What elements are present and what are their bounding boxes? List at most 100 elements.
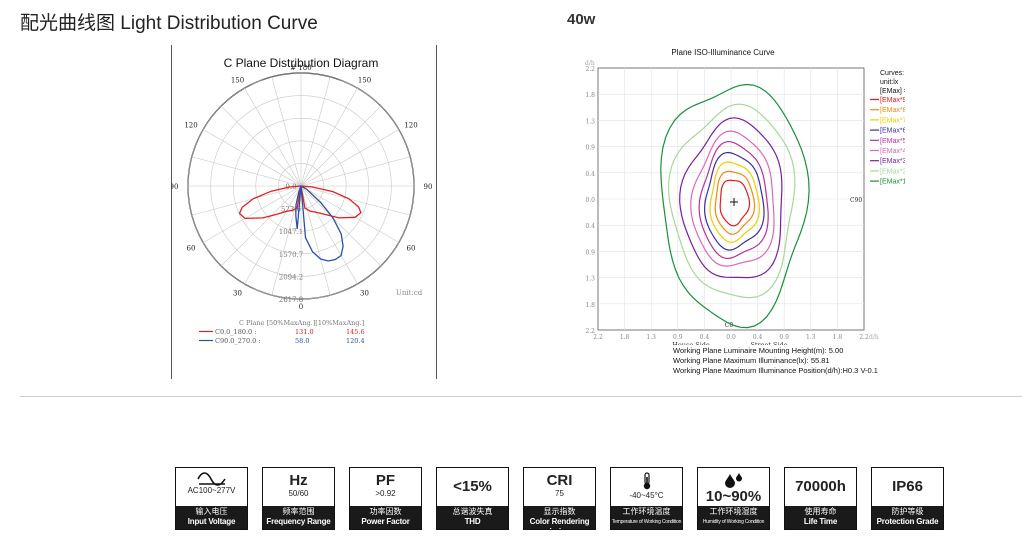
iso-contour bbox=[714, 170, 756, 235]
polar-spoke bbox=[300, 76, 331, 187]
spec-caption: 工作环境温度 Temperature of Working Condition bbox=[611, 506, 682, 529]
sine-wave-icon bbox=[176, 472, 247, 486]
iso-legend-entry: [EMax*40%]=22.326 bbox=[880, 148, 905, 155]
polar-panel bbox=[171, 45, 437, 379]
polar-spoke bbox=[244, 87, 302, 187]
spec-frequency: Hz 50/60 频率范围 Frequency Range bbox=[262, 467, 335, 530]
iso-legend-entry: [EMax*10%]=5.581 bbox=[880, 179, 905, 186]
polar-ring bbox=[255, 140, 347, 232]
iso-c90-label: C90 bbox=[850, 197, 862, 204]
spec-caption: 总谐波失真 THD bbox=[437, 506, 508, 529]
polar-angle-label: 30 bbox=[360, 290, 369, 298]
polar-angle-label: 60 bbox=[407, 245, 416, 253]
spec-caption-cn: 使用寿命 bbox=[804, 507, 837, 516]
spec-caption-en: Input Voltage bbox=[187, 517, 236, 526]
iso-house-side: House Side bbox=[672, 341, 710, 345]
spec-caption-en: Protection Grade bbox=[876, 517, 939, 526]
polar-legend-50: 58.0 bbox=[295, 337, 309, 345]
spec-power-factor: PF >0.92 功率因数 Power Factor bbox=[349, 467, 422, 530]
spec-humidity: 10~90% 工作环境湿度 Humidity of Working Conditio… bbox=[697, 467, 770, 530]
spec-main-value: <15% bbox=[453, 478, 492, 495]
iso-legend-entry: [EMax*30%]=16.744 bbox=[880, 158, 905, 165]
spec-main-value: CRI bbox=[546, 472, 573, 489]
page-title: 配光曲线图 Light Distribution Curve bbox=[20, 13, 318, 34]
note-max-illuminance: Working Plane Maximum Illuminance(lx): 5… bbox=[673, 356, 830, 365]
spec-input-voltage: AC100~277V 输入电压 Input Voltage bbox=[175, 467, 248, 530]
spec-caption-en: Frequency Range bbox=[266, 517, 331, 526]
iso-y-tick: 1.8 bbox=[585, 92, 595, 99]
polar-spoke bbox=[300, 129, 400, 187]
polar-spoke bbox=[300, 185, 358, 285]
spec-caption-en: Life Time bbox=[803, 517, 838, 526]
iso-legend-entry: [EMax*20%]=11.163 bbox=[880, 168, 905, 175]
spec-top: PF >0.92 bbox=[350, 468, 421, 506]
iso-y-tick: 0.9 bbox=[585, 249, 595, 256]
spec-main-value: 10~90% bbox=[705, 488, 762, 505]
iso-contour bbox=[719, 179, 751, 227]
polar-angle-label: 150 bbox=[358, 76, 371, 84]
iso-legend-entry: [EMax*70%]=39.070 bbox=[880, 117, 905, 124]
polar-ring-label: 1047.1 bbox=[279, 228, 304, 236]
spec-top: <15% bbox=[437, 468, 508, 506]
polar-ring-label: 2094.2 bbox=[279, 273, 304, 281]
iso-contour bbox=[698, 140, 769, 260]
iso-x-tick: 0.9 bbox=[779, 334, 789, 341]
polar-angle-label: 90 bbox=[171, 183, 178, 191]
spec-caption-cn: 频率范围 bbox=[282, 507, 315, 516]
iso-street-side: Street Side bbox=[750, 341, 787, 345]
iso-contour bbox=[703, 151, 765, 251]
spec-top: IP66 bbox=[872, 468, 943, 506]
polar-angle-label: 60 bbox=[187, 245, 196, 253]
polar-angle-label: 30 bbox=[233, 290, 242, 298]
iso-x-tick: 0.9 bbox=[673, 334, 683, 341]
polar-spoke bbox=[202, 185, 302, 243]
polar-title: C Plane Distribution Diagram bbox=[224, 56, 379, 70]
iso-c0-label: C0 bbox=[725, 322, 734, 329]
iso-contour bbox=[690, 130, 775, 267]
iso-y-tick: 1.8 bbox=[585, 302, 595, 309]
iso-legend-entry: [EMax*60%]=33.489 bbox=[880, 128, 905, 135]
spec-caption-en: Humidity of Working Condition bbox=[702, 519, 765, 525]
spec-temperature: -40~45°C 工作环境温度 Temperature of Working Con… bbox=[610, 467, 683, 530]
iso-y-tick: 1.3 bbox=[585, 118, 595, 125]
polar-angle-label: 90 bbox=[424, 183, 433, 191]
iso-x-unit: d/h bbox=[869, 334, 879, 341]
spec-caption: 输入电压 Input Voltage bbox=[176, 506, 247, 529]
iso-contour bbox=[679, 117, 783, 279]
polar-spoke bbox=[300, 87, 358, 187]
polar-legend-50: 131.0 bbox=[295, 328, 314, 336]
spec-caption: 功率因数 Power Factor bbox=[350, 506, 421, 529]
iso-illuminance-chart: Plane ISO-Illuminance Curve 2.2 1.8 1.3 0.9 0… bbox=[585, 48, 905, 345]
iso-y-tick: 2.2 bbox=[585, 328, 595, 335]
section-divider bbox=[20, 396, 1022, 397]
iso-legend-unit: unit:lx bbox=[880, 79, 899, 86]
polar-angle-label: # 180 bbox=[290, 64, 311, 72]
iso-x-tick: 2.2 bbox=[593, 334, 603, 341]
spec-caption: 工作环境湿度 Humidity of Working Condition bbox=[698, 506, 769, 529]
spec-top: 10~90% bbox=[698, 472, 769, 510]
note-max-position: Working Plane Maximum Illuminance Positi… bbox=[673, 366, 878, 375]
polar-ring bbox=[210, 95, 392, 277]
polar-spoke bbox=[300, 156, 411, 187]
spec-top: -40~45°C bbox=[611, 472, 682, 510]
polar-spoke bbox=[300, 185, 411, 216]
iso-legend-emax: [EMax] =55.814 bbox=[880, 88, 905, 95]
polar-legend-10: 120.4 bbox=[346, 337, 365, 345]
spec-top: Hz 50/60 bbox=[263, 468, 334, 506]
polar-spoke bbox=[220, 185, 302, 267]
polar-spoke bbox=[244, 185, 302, 285]
spec-top: AC100~277V bbox=[176, 472, 247, 510]
iso-legend-entry: [EMax*90%]=50.233 bbox=[880, 97, 905, 104]
spec-caption-en: Color Rendering Index bbox=[529, 517, 590, 529]
iso-contour bbox=[709, 161, 761, 244]
spec-caption-cn: 工作环境温度 bbox=[622, 507, 671, 516]
polar-legend-plane: C90.0_270.0 : bbox=[215, 337, 261, 345]
spec-caption-cn: 防护等级 bbox=[891, 507, 924, 516]
spec-sub-value: 50/60 bbox=[288, 489, 309, 498]
spec-caption-cn: 工作环境湿度 bbox=[709, 507, 758, 516]
polar-angle-label: 150 bbox=[231, 76, 244, 84]
polar-ring bbox=[278, 163, 324, 209]
iso-y-tick: 1.3 bbox=[585, 276, 595, 283]
spec-caption-cn: 输入电压 bbox=[195, 507, 228, 516]
